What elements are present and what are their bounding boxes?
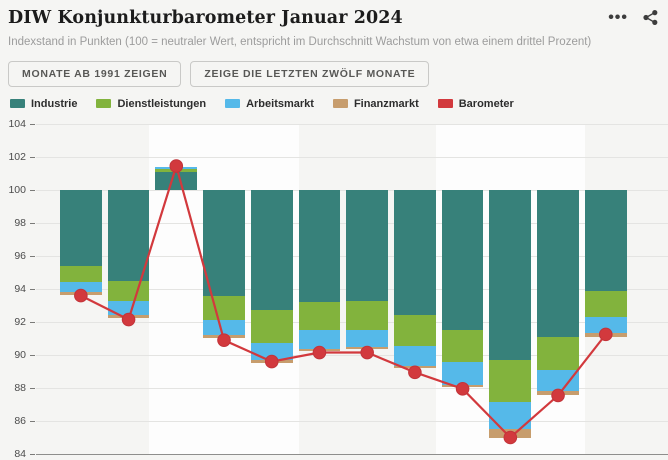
bar-segment-arbeitsmarkt[interactable] <box>394 345 436 366</box>
y-gridline <box>36 124 668 125</box>
range-controls: MONATE AB 1991 ZEIGEN ZEIGE DIE LETZTEN … <box>8 60 668 87</box>
y-tick-label: 84 <box>14 448 26 460</box>
bar-segment-industrie[interactable] <box>394 190 436 316</box>
bar-segment-industrie[interactable] <box>441 190 484 331</box>
header-icons: ••• <box>608 6 658 25</box>
barometer-point[interactable] <box>408 365 422 380</box>
bar-segment-industrie[interactable] <box>584 190 627 291</box>
legend-label: Dienstleistungen <box>117 97 207 110</box>
y-tick-label: 86 <box>14 415 26 427</box>
y-tick-mark <box>30 355 35 356</box>
y-gridline <box>36 421 668 422</box>
bar-segment-arbeitsmarkt[interactable] <box>298 330 341 350</box>
show-last-twelve-months-button[interactable]: ZEIGE DIE LETZTEN ZWÖLF MONATE <box>190 60 430 87</box>
barometer-point[interactable] <box>264 354 279 369</box>
barometer-point[interactable] <box>503 430 518 445</box>
barometer-point[interactable] <box>217 333 231 347</box>
legend-item-barometer: Barometer <box>437 97 514 110</box>
bar-segment-industrie[interactable] <box>298 190 341 303</box>
barometer-point[interactable] <box>312 345 327 360</box>
y-tick-mark <box>30 289 35 290</box>
y-gridline <box>36 157 668 158</box>
y-tick-mark <box>30 421 35 422</box>
y-tick-mark <box>30 388 35 389</box>
more-options-icon[interactable]: ••• <box>608 8 628 26</box>
y-tick-label: 98 <box>14 217 26 229</box>
bar-segment-dienstleistungen[interactable] <box>441 330 484 363</box>
bar-segment-dienstleistungen[interactable] <box>489 359 532 402</box>
bar-segment-industrie[interactable] <box>203 190 245 297</box>
bar-segment-industrie[interactable] <box>346 190 388 301</box>
bar-segment-dienstleistungen[interactable] <box>250 310 293 343</box>
x-axis-line <box>36 454 668 455</box>
y-tick-mark <box>30 454 35 455</box>
bar-segment-dienstleistungen[interactable] <box>584 290 627 318</box>
share-icon[interactable] <box>643 10 658 25</box>
legend-swatch <box>332 99 348 109</box>
barometer-line <box>80 162 607 440</box>
legend-swatch <box>225 99 241 109</box>
bar-segment-arbeitsmarkt[interactable] <box>537 369 579 392</box>
chart-header: DIW Konjunkturbarometer Januar 2024 ••• <box>0 0 668 28</box>
bar-segment-arbeitsmarkt[interactable] <box>584 317 627 333</box>
legend-swatch <box>437 99 453 109</box>
y-tick-label: 102 <box>8 151 26 163</box>
bar-segment-industrie[interactable] <box>107 190 150 281</box>
barometer-point[interactable] <box>455 382 470 396</box>
legend: Industrie Dienstleistungen Arbeitsmarkt Fin… <box>10 98 668 110</box>
legend-label: Barometer <box>458 97 514 110</box>
bar-segment-arbeitsmarkt[interactable] <box>441 362 484 385</box>
y-tick-label: 100 <box>8 184 26 196</box>
legend-label: Industrie <box>31 97 78 110</box>
y-tick-label: 90 <box>14 349 26 361</box>
y-tick-label: 88 <box>14 382 26 394</box>
barometer-point[interactable] <box>121 312 136 327</box>
bar-segment-dienstleistungen[interactable] <box>394 315 436 346</box>
y-tick-mark <box>30 157 35 158</box>
bar-segment-industrie[interactable] <box>155 171 198 190</box>
barometer-point[interactable] <box>169 159 184 173</box>
y-tick-mark <box>30 190 35 191</box>
bar-segment-dienstleistungen[interactable] <box>346 300 388 331</box>
barometer-point[interactable] <box>74 288 88 303</box>
bar-segment-arbeitsmarkt[interactable] <box>107 300 150 316</box>
bar-segment-industrie[interactable] <box>537 190 579 337</box>
legend-label: Finanzmarkt <box>353 97 419 110</box>
bar-segment-arbeitsmarkt[interactable] <box>250 342 293 360</box>
legend-label: Arbeitsmarkt <box>246 97 314 110</box>
y-tick-mark <box>30 322 35 323</box>
bar-segment-arbeitsmarkt[interactable] <box>203 319 245 336</box>
y-tick-label: 94 <box>14 283 26 295</box>
legend-item-industrie: Industrie <box>10 98 77 110</box>
legend-swatch <box>10 99 25 109</box>
y-gridline <box>36 388 668 389</box>
bar-segment-arbeitsmarkt[interactable] <box>60 282 102 293</box>
legend-item-arbeitsmarkt: Arbeitsmarkt <box>225 98 314 110</box>
bar-segment-industrie[interactable] <box>250 190 293 311</box>
bar-segment-arbeitsmarkt[interactable] <box>346 330 388 347</box>
y-gridline <box>36 355 668 356</box>
barometer-point[interactable] <box>598 327 613 342</box>
barometer-point[interactable] <box>551 388 565 403</box>
show-months-from-1991-button[interactable]: MONATE AB 1991 ZEIGEN <box>8 60 182 87</box>
legend-item-dienstleistungen: Dienstleistungen <box>96 98 206 110</box>
y-tick-label: 92 <box>14 316 26 328</box>
chart-plot-area: 104 102 100 98 96 94 92 90 88 86 84 <box>0 116 668 460</box>
barometer-line-overlay <box>74 159 613 445</box>
legend-swatch <box>96 99 112 109</box>
bar-segment-dienstleistungen[interactable] <box>298 302 341 331</box>
bar-segment-industrie[interactable] <box>489 190 532 360</box>
bar-segment-dienstleistungen[interactable] <box>537 336 579 370</box>
bar-segment-industrie[interactable] <box>60 190 102 266</box>
chart-subtitle: Indexstand in Punkten (100 = neutraler W… <box>8 36 592 48</box>
y-tick-mark <box>30 124 35 125</box>
barometer-point[interactable] <box>360 345 374 360</box>
y-tick-label: 96 <box>14 250 26 262</box>
bar-segment-dienstleistungen[interactable] <box>60 265 102 283</box>
y-tick-mark <box>30 223 35 224</box>
y-tick-mark <box>30 256 35 257</box>
y-tick-label: 104 <box>8 118 26 130</box>
legend-item-finanzmarkt: Finanzmarkt <box>332 97 419 110</box>
page-title: DIW Konjunkturbarometer Januar 2024 <box>8 8 403 28</box>
